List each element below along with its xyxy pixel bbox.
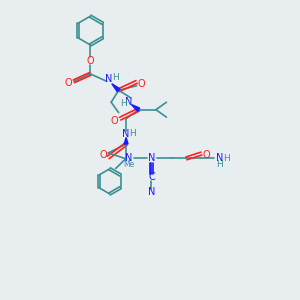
- Text: H: H: [223, 154, 230, 163]
- Text: O: O: [111, 116, 118, 126]
- Text: C: C: [148, 172, 155, 182]
- Text: N: N: [148, 153, 155, 164]
- Text: O: O: [86, 56, 94, 66]
- Text: N: N: [216, 153, 223, 164]
- Text: O: O: [65, 78, 73, 88]
- Text: H: H: [112, 73, 119, 82]
- Text: O: O: [202, 150, 210, 161]
- Text: H: H: [216, 160, 223, 169]
- Polygon shape: [124, 137, 128, 144]
- Text: H: H: [129, 129, 136, 138]
- Text: N: N: [105, 74, 112, 84]
- Text: N: N: [148, 188, 155, 197]
- Text: N: N: [122, 129, 130, 139]
- Polygon shape: [131, 105, 140, 111]
- Text: Me: Me: [123, 160, 134, 169]
- Text: N: N: [125, 97, 132, 106]
- Text: O: O: [137, 79, 145, 89]
- Polygon shape: [112, 84, 120, 92]
- Text: O: O: [99, 150, 106, 161]
- Text: H: H: [120, 99, 127, 108]
- Text: N: N: [125, 153, 132, 164]
